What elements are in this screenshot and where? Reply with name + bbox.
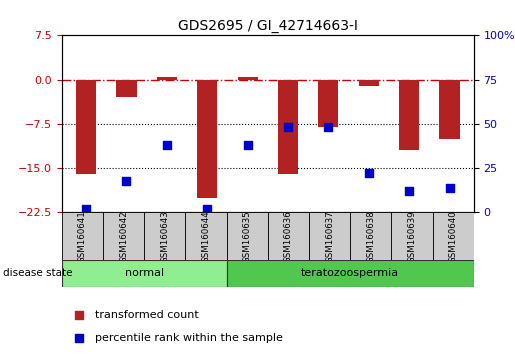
Text: GSM160637: GSM160637 [325,210,334,263]
Point [324,125,333,130]
Bar [197,80,217,198]
Point [284,125,292,130]
Bar [185,212,227,260]
Bar [268,212,309,260]
Bar [399,80,419,150]
Text: GSM160638: GSM160638 [366,210,375,263]
Title: GDS2695 / GI_42714663-I: GDS2695 / GI_42714663-I [178,19,358,33]
Bar [439,80,460,139]
Bar [350,212,391,260]
Bar [62,212,103,260]
Text: GSM160641: GSM160641 [78,210,87,263]
Bar [309,212,350,260]
Point [75,335,83,341]
Bar [391,212,433,260]
Bar [358,80,379,86]
Point [365,171,373,176]
Text: GSM160644: GSM160644 [201,210,211,263]
Bar [144,212,185,260]
Text: GSM160635: GSM160635 [243,210,252,263]
Point [203,206,211,212]
Text: teratozoospermia: teratozoospermia [301,268,399,279]
Text: disease state: disease state [3,268,72,278]
Bar [103,212,144,260]
Bar [76,80,96,174]
Text: transformed count: transformed count [95,310,198,320]
Point [163,142,171,148]
Point [244,142,252,148]
Text: GSM160636: GSM160636 [284,210,293,263]
Bar [227,260,474,287]
Point [445,185,454,190]
Point [122,178,130,183]
Bar [116,80,136,97]
Point [82,206,90,212]
Text: GSM160643: GSM160643 [160,210,169,263]
Text: GSM160639: GSM160639 [407,210,417,263]
Text: GSM160642: GSM160642 [119,210,128,263]
Point [75,312,83,318]
Text: normal: normal [125,268,164,279]
Bar [318,80,338,127]
Bar [157,77,177,80]
Text: GSM160640: GSM160640 [449,210,458,263]
Point [405,188,414,194]
Text: percentile rank within the sample: percentile rank within the sample [95,333,283,343]
Bar [433,212,474,260]
Bar [62,260,227,287]
Bar [227,212,268,260]
Bar [278,80,298,174]
Bar [237,77,258,80]
